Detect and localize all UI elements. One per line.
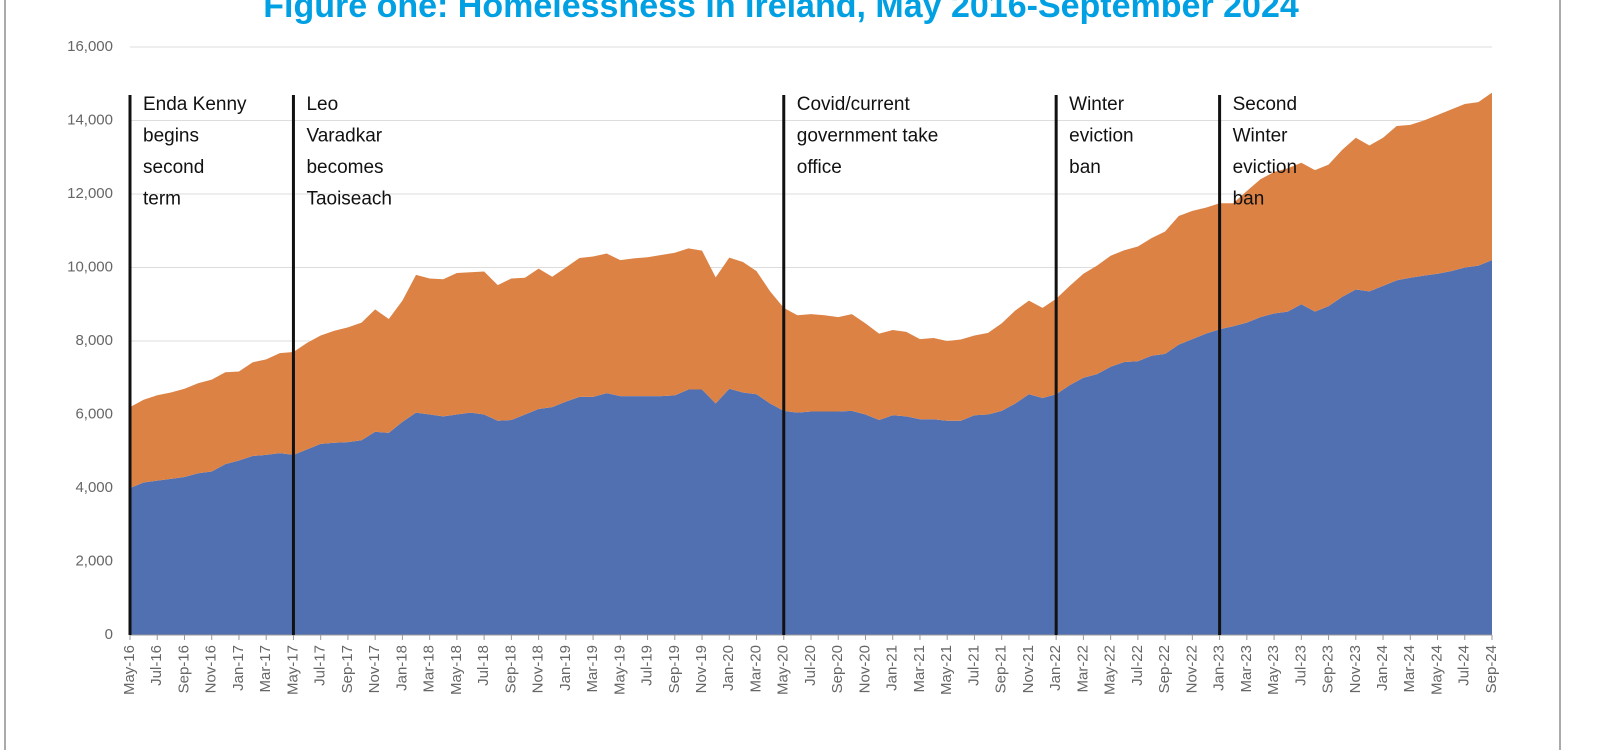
y-tick-label: 12,000 <box>67 185 113 202</box>
y-tick-label: 14,000 <box>67 111 113 128</box>
annotation-text: term <box>143 189 181 210</box>
x-tick-label: Jul-16 <box>148 645 165 686</box>
annotation-text: ban <box>1233 189 1265 210</box>
x-tick-label: Mar-22 <box>1074 645 1091 693</box>
x-tick-label: Mar-23 <box>1238 645 1255 693</box>
x-tick-label: Jan-24 <box>1374 645 1391 691</box>
x-tick-label: Jan-23 <box>1211 645 1228 691</box>
annotation-text: Winter <box>1233 126 1289 147</box>
x-tick-label: Jan-20 <box>720 645 737 691</box>
annotation-text: ban <box>1069 157 1101 178</box>
annotation-text: government take <box>797 126 939 147</box>
x-tick-label: Mar-24 <box>1401 645 1418 693</box>
x-tick-label: Nov-23 <box>1347 645 1364 693</box>
x-tick-label: May-18 <box>448 645 465 695</box>
x-tick-label: Sep-22 <box>1156 645 1173 693</box>
y-tick-label: 4,000 <box>75 479 113 496</box>
x-tick-label: Jul-20 <box>802 645 819 686</box>
x-tick-label: Sep-19 <box>666 645 683 693</box>
annotation-text: Second <box>1233 94 1297 115</box>
x-tick-label: Jul-22 <box>1129 645 1146 686</box>
x-tick-label: May-21 <box>938 645 955 695</box>
x-tick-label: Nov-22 <box>1183 645 1200 693</box>
annotation-text: office <box>797 157 842 178</box>
x-tick-label: May-19 <box>611 645 628 695</box>
x-tick-label: Sep-24 <box>1483 645 1500 693</box>
x-tick-label: May-16 <box>121 645 138 695</box>
annotation-text: begins <box>143 126 199 147</box>
x-tick-label: Jul-19 <box>639 645 656 686</box>
x-tick-label: Sep-16 <box>175 645 192 693</box>
annotation-text: second <box>143 157 204 178</box>
x-tick-label: Jan-18 <box>393 645 410 691</box>
annotation-text: Leo <box>306 94 338 115</box>
area <box>130 260 1492 635</box>
annotation-text: Winter <box>1069 94 1125 115</box>
x-tick-label: Jul-17 <box>312 645 329 686</box>
annotation-text: Enda Kenny <box>143 94 247 115</box>
x-tick-label: Sep-17 <box>339 645 356 693</box>
x-tick-label: Nov-16 <box>203 645 220 693</box>
x-tick-label: Sep-23 <box>1320 645 1337 693</box>
area <box>130 92 1492 488</box>
chart-title: Figure one: Homelessness in Ireland, May… <box>263 0 1299 25</box>
x-tick-label: Mar-20 <box>747 645 764 693</box>
x-tick-label: Mar-17 <box>257 645 274 693</box>
x-tick-label: Mar-18 <box>421 645 438 693</box>
annotation-text: Taoiseach <box>306 189 392 210</box>
x-tick-label: Nov-19 <box>693 645 710 693</box>
annotation-text: Varadkar <box>306 126 382 147</box>
x-tick-label: Sep-20 <box>829 645 846 693</box>
y-tick-label: 16,000 <box>67 38 113 55</box>
x-tick-label: May-22 <box>1102 645 1119 695</box>
x-tick-label: Jan-22 <box>1047 645 1064 691</box>
x-tick-label: Nov-20 <box>856 645 873 693</box>
x-tick-label: Mar-19 <box>584 645 601 693</box>
x-tick-label: May-23 <box>1265 645 1282 695</box>
y-tick-label: 2,000 <box>75 552 113 569</box>
x-tick-label: Jan-19 <box>557 645 574 691</box>
annotation-text: eviction <box>1069 126 1133 147</box>
x-tick-label: Jan-21 <box>884 645 901 691</box>
x-tick-label: Jul-21 <box>965 645 982 686</box>
x-tick-label: Jul-24 <box>1456 645 1473 686</box>
x-tick-label: May-20 <box>775 645 792 695</box>
x-tick-label: Jan-17 <box>230 645 247 691</box>
x-tick-label: Jul-23 <box>1292 645 1309 686</box>
x-tick-label: Sep-18 <box>502 645 519 693</box>
x-tick-label: Nov-18 <box>530 645 547 693</box>
y-tick-label: 10,000 <box>67 258 113 275</box>
annotation-text: eviction <box>1233 157 1297 178</box>
x-tick-label: Sep-21 <box>993 645 1010 693</box>
annotation-text: becomes <box>306 157 383 178</box>
x-tick-label: Mar-21 <box>911 645 928 693</box>
y-tick-label: 8,000 <box>75 332 113 349</box>
annotation-text: Covid/current <box>797 94 911 115</box>
frame <box>4 0 1561 750</box>
x-tick-label: Nov-17 <box>366 645 383 693</box>
x-tick-label: May-24 <box>1428 645 1445 695</box>
y-tick-label: 6,000 <box>75 405 113 422</box>
x-tick-label: Jul-18 <box>475 645 492 686</box>
x-tick-label: May-17 <box>284 645 301 695</box>
y-tick-label: 0 <box>105 626 113 643</box>
x-tick-label: Nov-21 <box>1020 645 1037 693</box>
